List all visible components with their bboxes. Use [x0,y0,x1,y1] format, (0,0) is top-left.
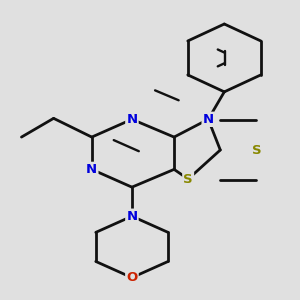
Text: N: N [126,113,137,126]
Text: N: N [203,113,214,126]
Text: O: O [126,271,138,284]
Text: N: N [126,210,137,223]
Text: S: S [252,143,261,157]
Text: N: N [86,163,97,176]
Text: S: S [183,172,193,186]
